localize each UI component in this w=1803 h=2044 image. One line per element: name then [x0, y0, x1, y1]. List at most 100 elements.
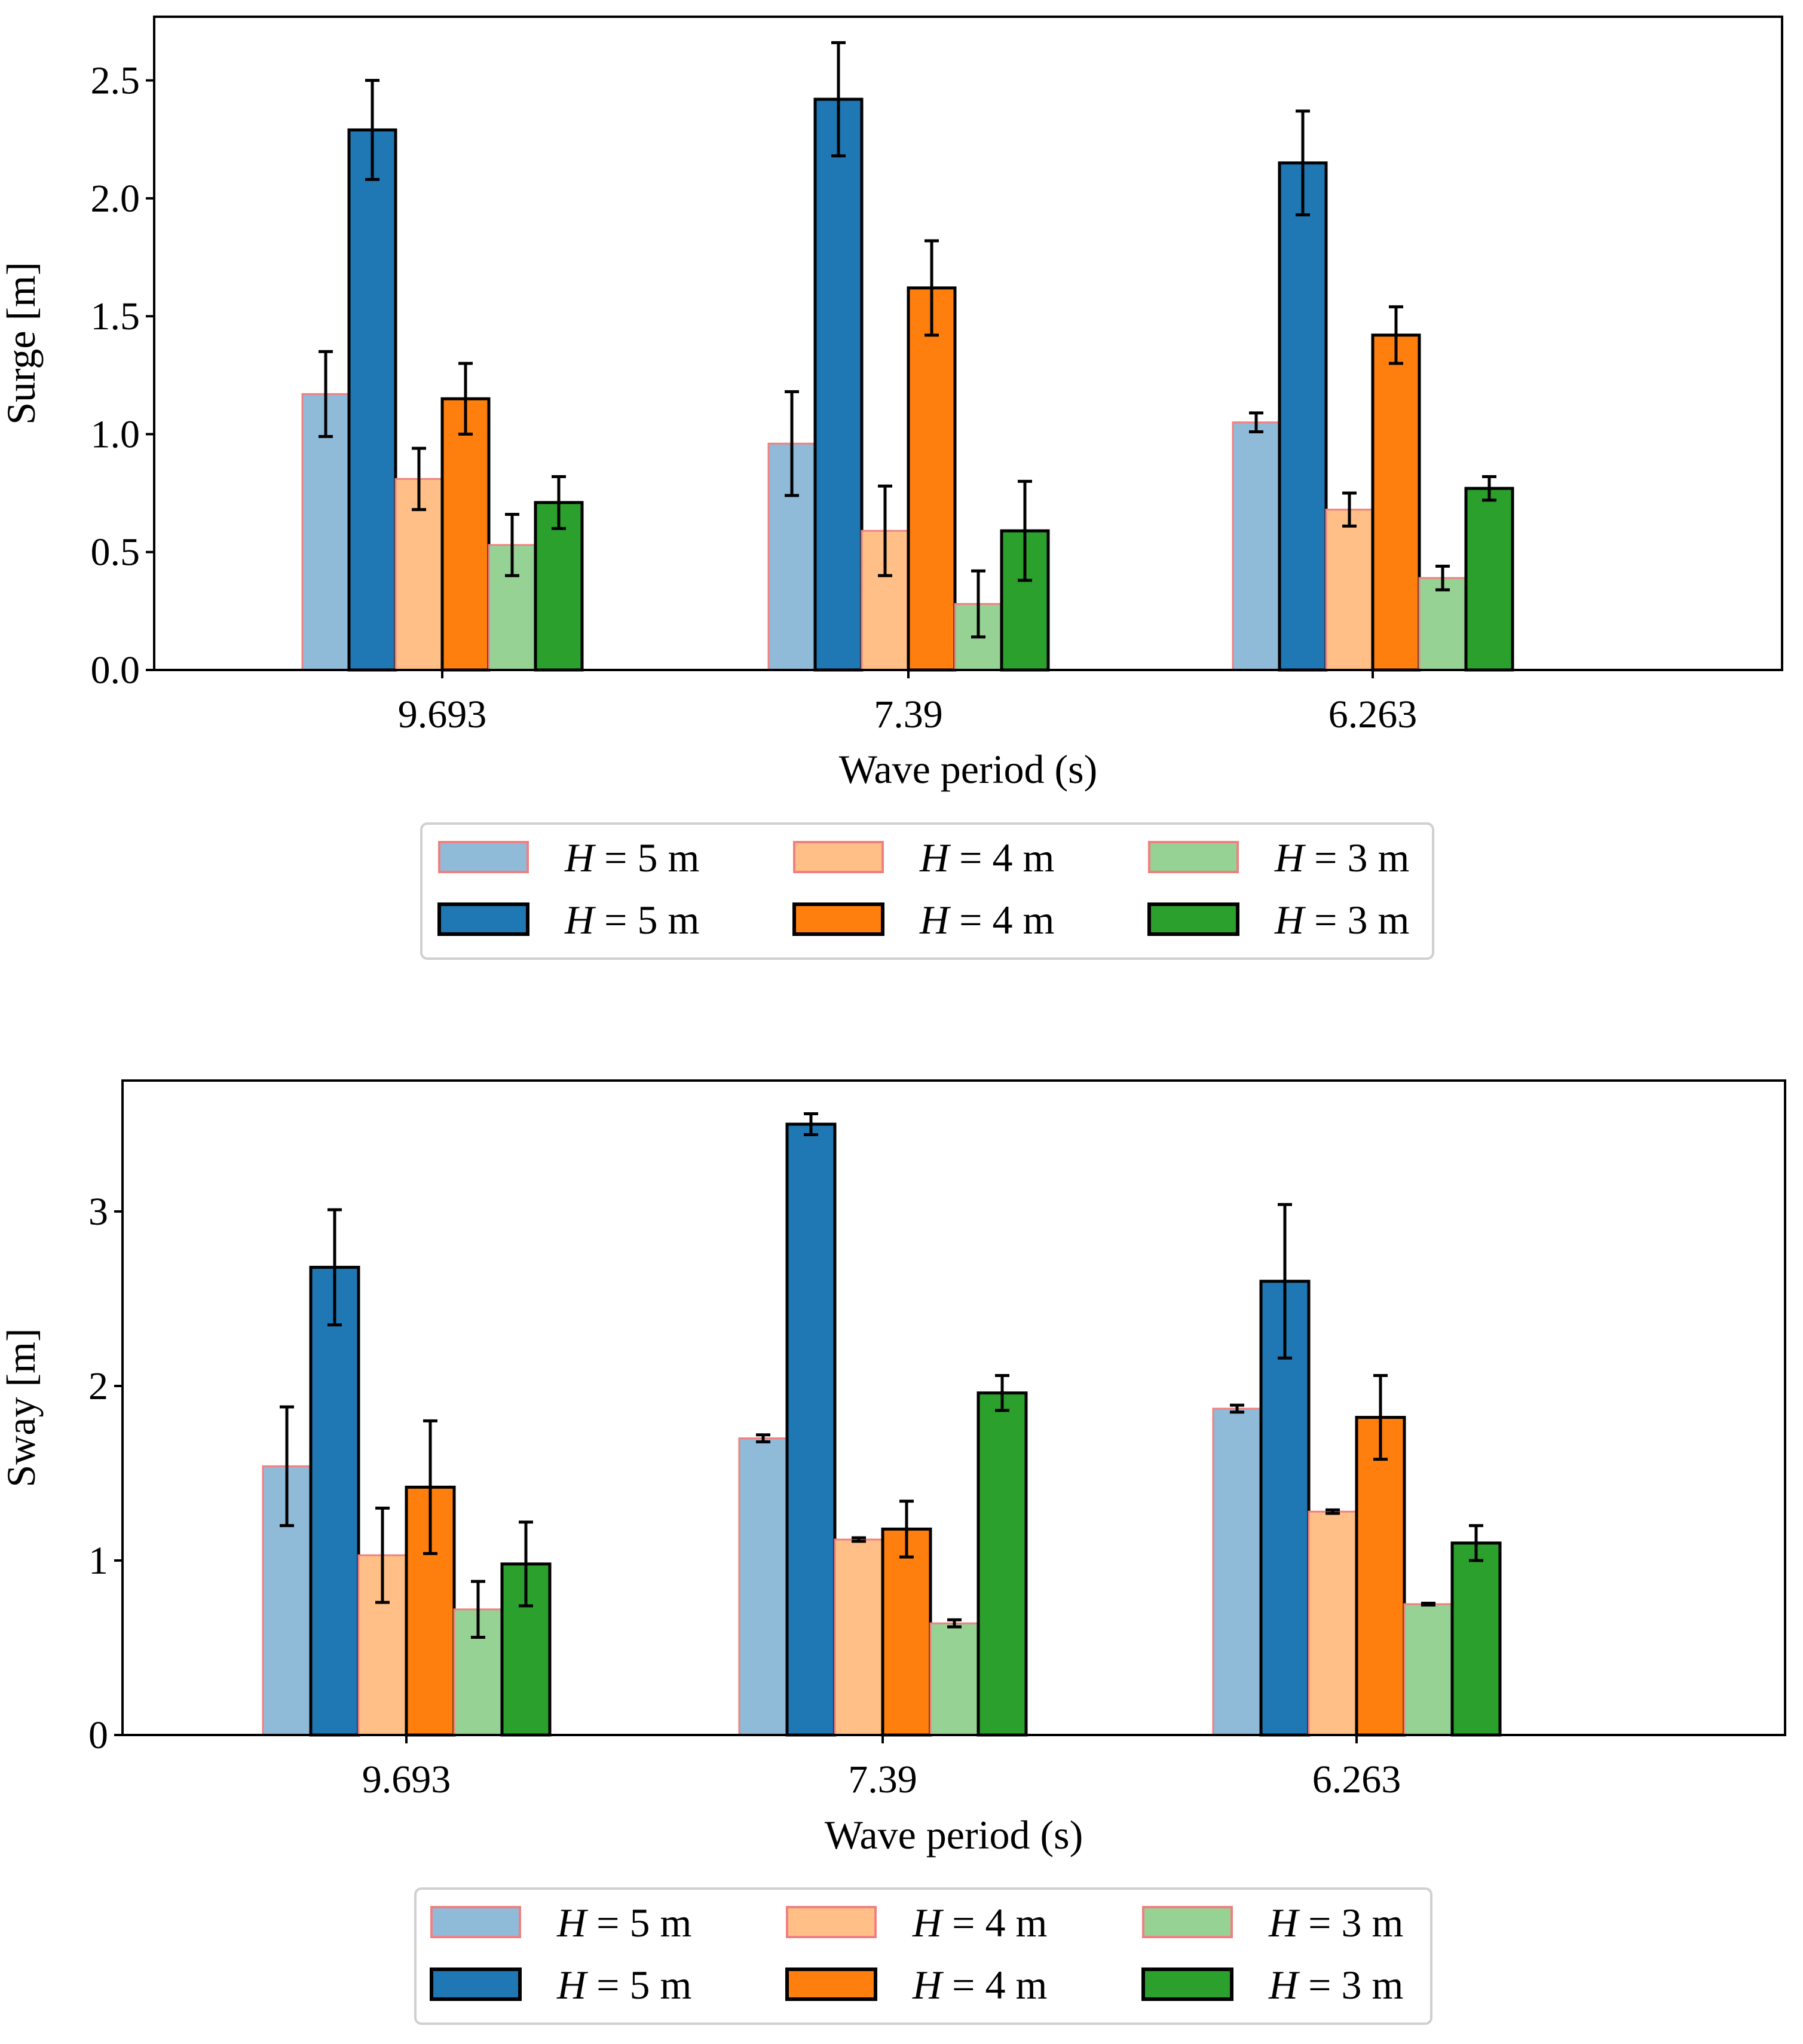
surge-ytick-label: 2.0: [91, 177, 140, 221]
sway-error-bar-1-6.263: [1230, 1403, 1244, 1414]
sway-error-bar-2-6.263: [1278, 1202, 1292, 1360]
surge-error-bar-6-7.39: [1018, 479, 1032, 582]
surge-error-bar-3-9.693: [412, 446, 426, 512]
surge-ytick-label: 0.0: [91, 648, 140, 692]
sway-error-bar-1-7.39: [756, 1433, 770, 1443]
surge-legend: H = 5 m H = 4 m H = 3 m H = 5 m H = 4 m H = 3…: [420, 822, 1434, 960]
surge-legend-swatch: [437, 902, 529, 936]
surge-bar-2-9.693: [347, 128, 397, 672]
surge-error-bar-3-7.39: [878, 484, 892, 577]
surge-legend-swatch: [1147, 902, 1239, 936]
sway-x-axis-title: Wave period (s): [825, 1812, 1083, 1858]
sway-legend-label: H = 3 m: [1268, 1900, 1403, 1945]
sway-bar-2-9.693: [309, 1265, 360, 1737]
surge-error-bar-6-6.263: [1482, 475, 1496, 502]
sway-legend-item: H = 3 m: [1142, 1900, 1403, 1945]
sway-bar-3-6.263: [1308, 1510, 1358, 1736]
sway-error-bar-3-9.693: [375, 1506, 390, 1604]
surge-bar-2-6.263: [1278, 161, 1328, 672]
surge-error-bar-1-7.39: [785, 390, 799, 497]
sway-bar-6-6.263: [1450, 1541, 1502, 1737]
sway-chart: 0 1 2 3 9.693 7.39 6.263 Wave period (s) Sway [m…: [0, 1079, 1786, 2025]
surge-legend-swatch: [793, 841, 884, 873]
surge-legend-item: H = 4 m: [793, 835, 1054, 880]
sway-legend-item: H = 4 m: [786, 1900, 1047, 1945]
surge-legend-swatch: [1148, 841, 1239, 873]
sway-legend-swatch: [785, 1967, 877, 2001]
sway-ytick-label: 3: [88, 1190, 108, 1234]
surge-xtick-label: 9.693: [398, 693, 487, 736]
surge-chart: 0.0 0.5 1.0 1.5 2.0 2.5 9.693 7.39 6.263 Wave per…: [0, 16, 1783, 960]
sway-legend-swatch: [1142, 1906, 1233, 1938]
surge-plot-frame: [153, 16, 1783, 671]
surge-bar-3-6.263: [1325, 509, 1374, 671]
sway-error-bar-4-9.693: [423, 1419, 437, 1555]
sway-bar-6-7.39: [977, 1391, 1028, 1737]
sway-ytick-label: 2: [88, 1364, 108, 1408]
sway-bar-5-6.263: [1403, 1603, 1453, 1736]
surge-error-bar-2-6.263: [1296, 109, 1310, 216]
surge-x-axis-title: Wave period (s): [839, 746, 1098, 792]
surge-legend-item: H = 3 m: [1147, 897, 1409, 943]
sway-bar-1-7.39: [738, 1437, 788, 1736]
surge-xtick-label: 6.263: [1328, 693, 1418, 736]
surge-error-bar-5-9.693: [505, 513, 519, 577]
sway-error-bar-4-7.39: [899, 1500, 914, 1559]
sway-error-bar-5-6.263: [1421, 1602, 1435, 1607]
sway-legend-label: H = 4 m: [912, 1900, 1047, 1945]
sway-error-bar-6-9.693: [519, 1520, 533, 1608]
sway-legend-swatch: [1141, 1967, 1233, 2001]
surge-bar-2-7.39: [813, 97, 864, 672]
sway-xtick-label: 6.263: [1312, 1758, 1401, 1801]
surge-error-bar-6-9.693: [552, 475, 566, 530]
sway-bar-4-6.263: [1355, 1416, 1406, 1737]
surge-error-bar-5-7.39: [971, 569, 985, 639]
surge-bar-1-9.693: [301, 393, 350, 671]
surge-ytick-label: 1.5: [91, 295, 140, 338]
surge-legend-swatch: [792, 902, 884, 936]
sway-xtick-label: 9.693: [362, 1758, 451, 1801]
sway-legend-item: H = 5 m: [430, 1962, 691, 2008]
sway-legend-label: H = 5 m: [556, 1962, 691, 2008]
sway-ytick-label: 0: [88, 1713, 108, 1757]
sway-bar-1-6.263: [1212, 1407, 1262, 1736]
sway-legend-item: H = 3 m: [1141, 1962, 1403, 2008]
surge-error-bar-2-9.693: [365, 79, 379, 181]
surge-xtick-label: 7.39: [874, 693, 943, 736]
surge-bar-1-6.263: [1232, 421, 1281, 671]
surge-bar-6-6.263: [1464, 486, 1514, 672]
sway-legend-swatch: [430, 1967, 522, 2001]
surge-error-bar-3-6.263: [1342, 491, 1357, 528]
sway-plot-frame: [121, 1079, 1786, 1736]
surge-legend-item: H = 4 m: [792, 897, 1054, 943]
surge-ytick-label: 2.5: [91, 59, 140, 103]
surge-ytick-label: 1.0: [91, 412, 140, 456]
surge-legend-label: H = 5 m: [564, 897, 699, 943]
surge-error-bar-4-7.39: [925, 239, 939, 337]
surge-error-bar-4-6.263: [1389, 305, 1403, 365]
surge-legend-label: H = 5 m: [564, 835, 699, 880]
sway-bar-2-7.39: [785, 1122, 837, 1737]
surge-legend-label: H = 4 m: [919, 897, 1054, 943]
sway-legend-label: H = 4 m: [912, 1962, 1047, 2008]
sway-error-bar-6-7.39: [995, 1373, 1009, 1412]
sway-legend-item: H = 5 m: [430, 1900, 691, 1945]
surge-bar-4-7.39: [907, 286, 957, 672]
sway-legend-swatch: [430, 1906, 521, 1938]
surge-error-bar-4-9.693: [458, 362, 473, 436]
surge-ytick-label: 0.5: [91, 531, 140, 574]
surge-legend-item: H = 3 m: [1148, 835, 1409, 880]
surge-legend-item: H = 5 m: [437, 897, 699, 943]
surge-y-axis-title: Surge [m]: [0, 262, 44, 425]
sway-error-bar-2-7.39: [804, 1112, 818, 1137]
surge-legend-swatch: [438, 841, 529, 873]
surge-error-bar-5-6.263: [1435, 564, 1450, 592]
sway-error-bar-1-9.693: [280, 1405, 294, 1528]
sway-y-axis-title: Sway [m]: [0, 1328, 44, 1487]
surge-bar-4-9.693: [440, 397, 491, 672]
sway-legend-item: H = 4 m: [785, 1962, 1047, 2008]
sway-legend: H = 5 m H = 4 m H = 3 m H = 5 m H = 4 m H = 3…: [414, 1887, 1432, 2025]
surge-legend-label: H = 3 m: [1274, 835, 1409, 880]
surge-bar-4-6.263: [1371, 333, 1421, 672]
